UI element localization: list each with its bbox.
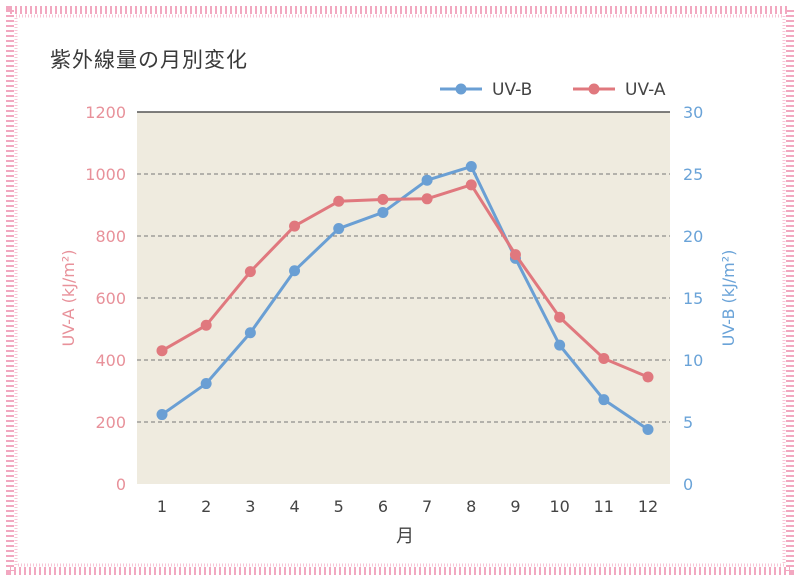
- data-point-uv-b: [200, 378, 212, 390]
- data-point-uv-a: [421, 193, 433, 205]
- chart-title: 紫外線量の月別変化: [50, 48, 248, 72]
- data-point-uv-a: [642, 371, 654, 383]
- data-point-uv-a: [244, 266, 256, 278]
- data-point-uv-a: [333, 195, 345, 207]
- data-point-uv-b: [554, 339, 566, 351]
- data-point-uv-b: [289, 265, 301, 277]
- x-tick-label: 2: [201, 497, 211, 516]
- x-tick-label: 11: [594, 497, 614, 516]
- data-point-uv-a: [554, 311, 566, 323]
- left-tick-label: 600: [95, 289, 126, 308]
- data-point-uv-a: [200, 319, 212, 331]
- right-axis-ticks: 0 5 10 15 20 25 30: [683, 103, 703, 494]
- right-tick-label: 25: [683, 165, 703, 184]
- x-tick-label: 10: [549, 497, 569, 516]
- left-tick-label: 1000: [85, 165, 126, 184]
- right-tick-label: 0: [683, 475, 693, 494]
- data-point-uv-a: [289, 220, 301, 232]
- x-tick-label: 7: [422, 497, 432, 516]
- legend: UV-B UV-A: [440, 80, 666, 100]
- x-tick-label: 5: [334, 497, 344, 516]
- series-layer: [156, 161, 654, 435]
- y-axis-left-label: UV-A (kJ/m²): [59, 249, 78, 346]
- x-tick-label: 12: [638, 497, 658, 516]
- x-tick-label: 3: [245, 497, 255, 516]
- x-axis-ticks: 1 2 3 4 5 6 7 8 9 10 11 12: [157, 497, 658, 516]
- right-tick-label: 15: [683, 289, 703, 308]
- data-point-uv-b: [642, 423, 654, 435]
- left-tick-label: 0: [116, 475, 126, 494]
- data-point-uv-b: [156, 409, 168, 421]
- legend-label: UV-B: [492, 80, 532, 100]
- data-point-uv-b: [465, 161, 477, 173]
- data-point-uv-b: [598, 394, 610, 406]
- right-tick-label: 30: [683, 103, 703, 122]
- x-tick-label: 9: [510, 497, 520, 516]
- right-tick-label: 20: [683, 227, 703, 246]
- series-line-uv-a: [161, 183, 649, 379]
- series-line-uv-b: [161, 165, 649, 431]
- data-point-uv-b: [244, 327, 256, 339]
- data-point-uv-b: [377, 206, 389, 218]
- left-tick-label: 800: [95, 227, 126, 246]
- x-tick-label: 4: [289, 497, 299, 516]
- legend-label: UV-A: [625, 80, 666, 100]
- data-point-uv-a: [598, 352, 610, 364]
- left-tick-label: 1200: [85, 103, 126, 122]
- data-point-uv-a: [156, 345, 168, 357]
- gridlines: [137, 111, 670, 423]
- x-tick-label: 8: [466, 497, 476, 516]
- data-point-uv-b: [421, 174, 433, 186]
- y-axis-right-label: UV-B (kJ/m²): [719, 250, 738, 347]
- left-tick-label: 200: [95, 413, 126, 432]
- right-tick-label: 5: [683, 413, 693, 432]
- data-point-uv-a: [465, 179, 477, 191]
- right-tick-label: 10: [683, 351, 703, 370]
- x-tick-label: 1: [157, 497, 167, 516]
- data-point-uv-a: [377, 193, 389, 205]
- left-axis-ticks: 0 200 400 600 800 1000 1200: [85, 103, 126, 494]
- data-point-uv-b: [333, 223, 345, 235]
- x-tick-label: 6: [378, 497, 388, 516]
- legend-swatch-marker: [455, 83, 467, 95]
- data-point-uv-a: [509, 249, 521, 261]
- x-axis-label: 月: [396, 526, 414, 547]
- legend-swatch-marker: [588, 83, 600, 95]
- left-tick-label: 400: [95, 351, 126, 370]
